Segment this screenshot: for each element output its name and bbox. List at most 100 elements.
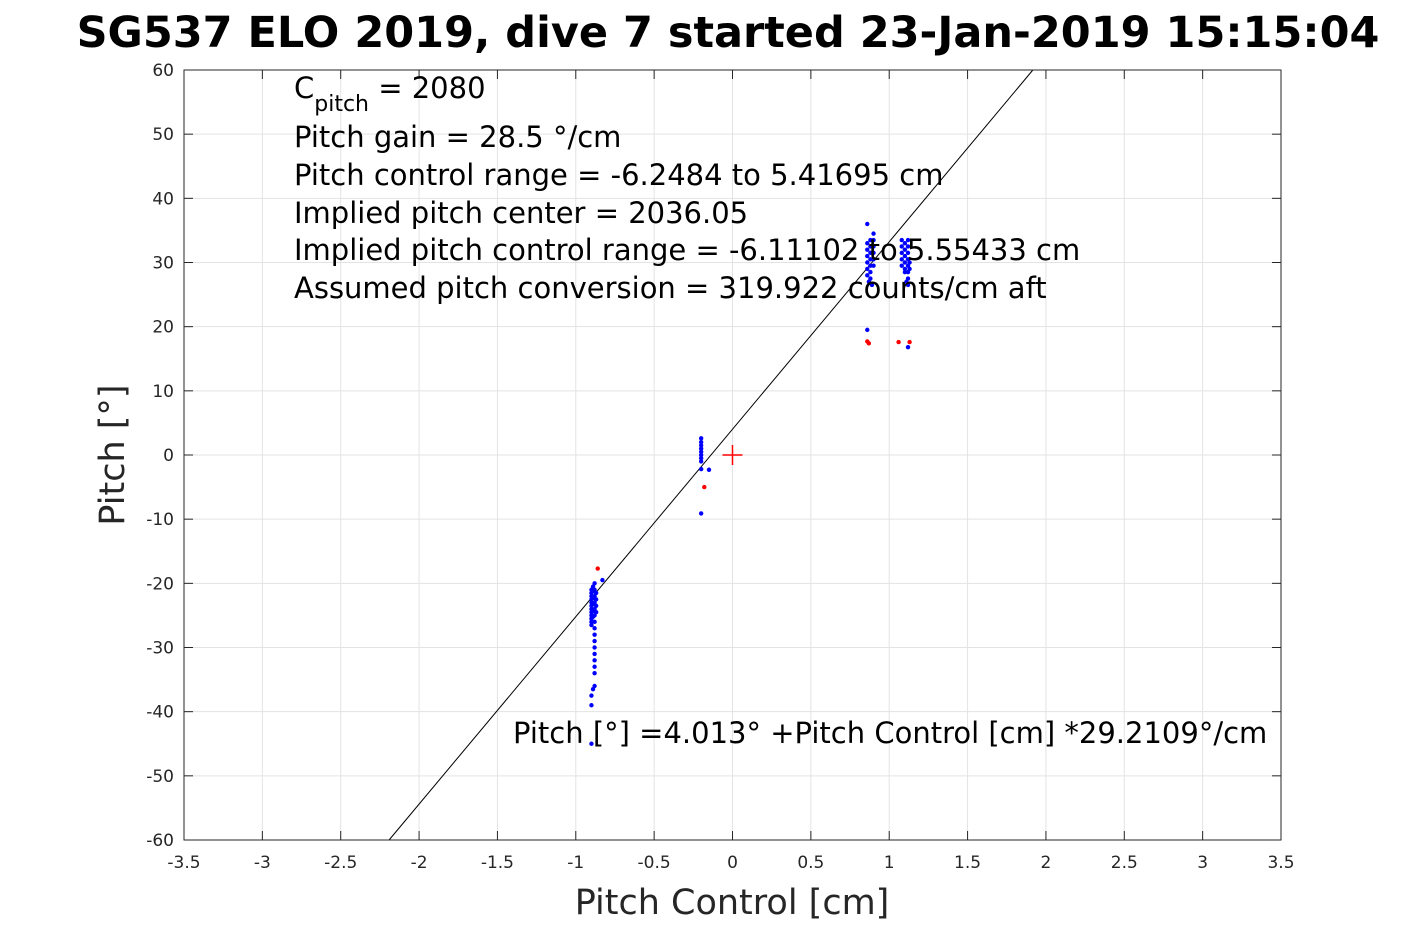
- data-point-series-0: [865, 260, 870, 265]
- data-point-series-0: [593, 603, 599, 608]
- annotation-pitch-gain: Pitch gain = 28.5 °/cm: [294, 120, 621, 154]
- data-point-series-0: [698, 456, 704, 461]
- data-point-series-0: [589, 703, 594, 708]
- data-point-series-0: [907, 260, 912, 265]
- data-point-series-1: [866, 341, 872, 346]
- data-point-series-0: [868, 257, 873, 262]
- x-tick-label: -1: [567, 853, 584, 873]
- annotation-fit-equation: Pitch [°] =4.013° +Pitch Control [cm] *2…: [513, 716, 1267, 750]
- x-tick-label: 3.5: [1267, 853, 1294, 873]
- x-tick-label: 3: [1197, 853, 1208, 873]
- data-point-series-0: [868, 250, 873, 256]
- data-point-series-0: [866, 279, 872, 284]
- y-tick-label: 60: [152, 61, 174, 81]
- data-point-series-0: [865, 247, 870, 252]
- fit-line-layer: [388, 69, 1034, 841]
- y-tick-label: 20: [152, 318, 174, 338]
- annotation-cpitch-value: = 2080: [369, 71, 486, 105]
- y-tick-label: 50: [152, 125, 174, 145]
- x-tick-label: 1: [884, 853, 895, 873]
- data-point-series-0: [904, 279, 909, 284]
- y-tick-label: -40: [146, 703, 174, 723]
- y-tick-label: -20: [146, 574, 174, 594]
- data-point-series-0: [905, 237, 911, 243]
- data-point-series-0: [592, 658, 597, 663]
- data-point-series-0: [706, 467, 712, 472]
- data-point-series-0: [592, 632, 597, 637]
- x-tick-label: -2: [411, 853, 428, 873]
- axes: [183, 69, 1282, 841]
- data-point-series-0: [592, 619, 597, 625]
- data-point-series-0: [592, 670, 597, 676]
- annotation-implied-pitch-control-range: Implied pitch control range = -6.11102 t…: [294, 233, 1080, 267]
- data-point-series-1: [595, 566, 600, 571]
- data-point-series-0: [899, 257, 904, 262]
- data-point-series-0: [698, 449, 704, 454]
- x-tick-label: 0.5: [797, 853, 824, 873]
- data-point-series-0: [589, 619, 594, 625]
- data-point-series-0: [593, 590, 599, 596]
- data-point-series-0: [698, 466, 704, 472]
- data-point-series-1: [896, 339, 901, 345]
- y-tick-label: 40: [152, 189, 174, 209]
- data-point-series-0: [902, 247, 908, 252]
- x-axis-label: Pitch Control [cm]: [575, 883, 890, 923]
- x-tick-label: -0.5: [638, 853, 671, 873]
- data-point-series-0: [871, 250, 876, 256]
- y-tick-labels: -60 -50 -40 -30 -20 -10 0 10 20 30 40 50 60: [146, 61, 174, 851]
- data-point-series-0: [865, 221, 870, 227]
- y-tick-label: -50: [146, 767, 174, 787]
- y-axis-label: Pitch [°]: [93, 384, 133, 525]
- annotation-implied-pitch-center: Implied pitch center = 2036.05: [294, 196, 748, 230]
- data-point-series-0: [868, 269, 873, 275]
- annotation-pitch-control-range: Pitch control range = -6.2484 to 5.41695…: [294, 158, 943, 192]
- center-marker-layer: [722, 445, 743, 465]
- fit-line: [388, 69, 1034, 841]
- data-point-series-0: [902, 266, 908, 272]
- x-tick-label: 2.5: [1111, 853, 1138, 873]
- annotation-assumed-pitch-conversion: Assumed pitch conversion = 319.922 count…: [294, 271, 1047, 305]
- axes-box: [183, 69, 1282, 841]
- data-point-series-0: [902, 253, 908, 259]
- data-point-series-0: [592, 638, 597, 644]
- y-tick-label: 0: [163, 446, 174, 466]
- data-point-series-0: [899, 244, 904, 249]
- data-point-series-0: [907, 266, 912, 272]
- data-point-series-0: [592, 664, 597, 669]
- data-point-series-0: [698, 436, 704, 441]
- data-point-series-0: [592, 683, 597, 689]
- data-point-series-0: [865, 241, 870, 246]
- data-point-series-0: [600, 577, 605, 583]
- data-point-series-0: [698, 511, 704, 516]
- data-point-series-0: [698, 459, 704, 464]
- annotation-cpitch: Cpitch = 2080: [294, 71, 486, 117]
- data-point-series-0: [899, 263, 904, 268]
- data-point-series-0: [589, 622, 594, 628]
- data-point-series-0: [905, 244, 911, 249]
- x-tick-label: -1.5: [481, 853, 514, 873]
- data-points: [589, 221, 912, 746]
- x-tick-label: -3: [254, 853, 271, 873]
- data-point-series-0: [905, 250, 911, 256]
- x-tick-label: 2: [1041, 853, 1052, 873]
- x-tick-label: -3.5: [167, 853, 200, 873]
- data-point-series-0: [698, 443, 704, 448]
- data-point-series-0: [905, 345, 911, 350]
- data-point-series-0: [589, 741, 594, 746]
- chart-title: SG537 ELO 2019, dive 7 started 23-Jan-20…: [77, 8, 1380, 58]
- data-point-series-0: [593, 597, 599, 602]
- data-point-series-0: [592, 581, 597, 586]
- data-point-series-0: [698, 439, 704, 445]
- y-tick-label: -10: [146, 510, 174, 530]
- data-point-series-0: [865, 266, 870, 272]
- x-tick-label: -2.5: [324, 853, 357, 873]
- data-point-series-1: [907, 339, 912, 345]
- data-point-series-0: [871, 263, 876, 268]
- data-point-series-0: [871, 244, 876, 249]
- data-point-series-0: [868, 244, 873, 249]
- data-point-series-0: [865, 253, 870, 259]
- y-tick-label: -60: [146, 831, 174, 851]
- y-tick-label: -30: [146, 639, 174, 659]
- data-point-series-0: [698, 452, 704, 458]
